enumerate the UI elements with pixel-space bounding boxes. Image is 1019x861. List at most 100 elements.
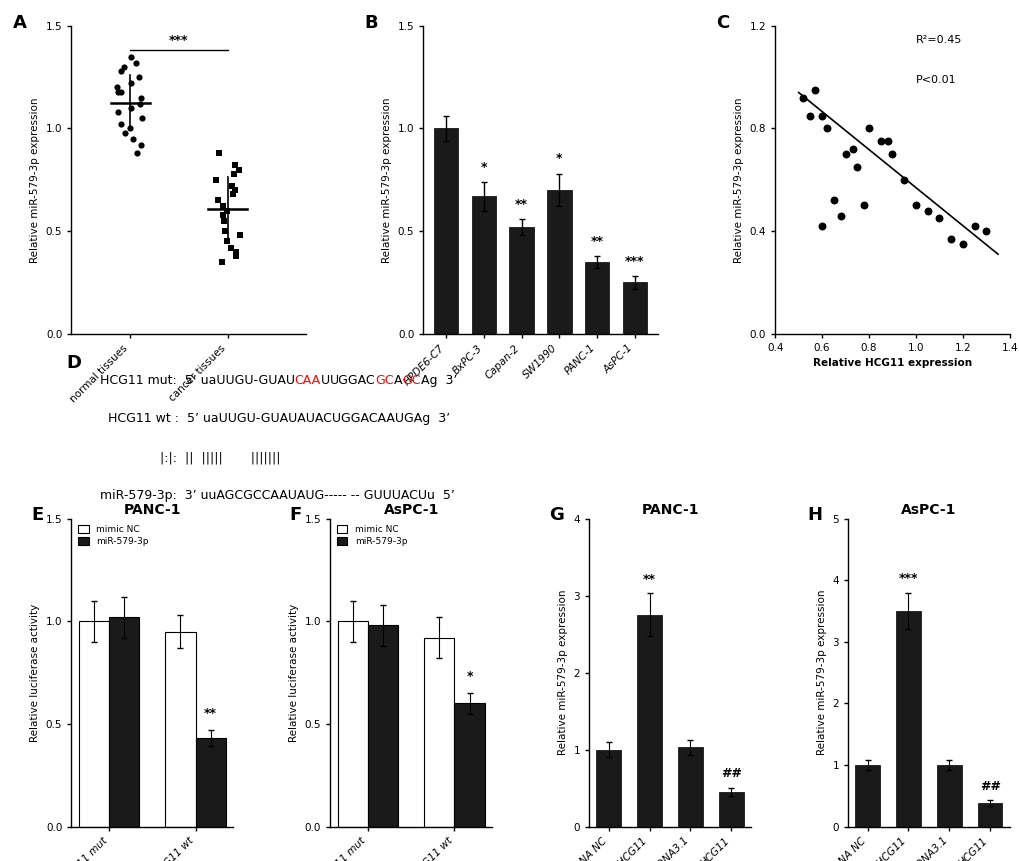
Bar	[584, 262, 609, 334]
Point	[219, 234, 235, 248]
Text: GC: GC	[375, 374, 393, 387]
Point	[109, 84, 125, 98]
Point	[825, 194, 842, 208]
Point	[116, 60, 132, 74]
Text: **: **	[515, 197, 528, 211]
Point	[124, 132, 141, 146]
Point	[123, 50, 140, 64]
Bar	[433, 128, 459, 334]
Text: |:|:  ||  |||||       |||||||: |:|: || ||||| |||||||	[100, 451, 280, 464]
Title: PANC-1: PANC-1	[641, 504, 698, 517]
Point	[806, 84, 822, 97]
Bar	[337, 622, 368, 827]
Point	[977, 224, 994, 238]
Text: **: **	[204, 707, 217, 720]
Point	[116, 126, 132, 139]
Bar	[78, 622, 109, 827]
Bar	[424, 638, 454, 827]
Title: PANC-1: PANC-1	[123, 504, 180, 517]
Bar	[896, 611, 920, 827]
Point	[217, 224, 233, 238]
Text: **: **	[642, 573, 655, 585]
Y-axis label: Relative luciferase activity: Relative luciferase activity	[288, 604, 299, 741]
Point	[919, 204, 935, 218]
Text: miR-579-3p:  3’ uuAGCGCCAAUAUG----- -- GUUUACUu  5’: miR-579-3p: 3’ uuAGCGCCAAUAUG----- -- GU…	[100, 489, 454, 502]
Text: R²=0.45: R²=0.45	[915, 35, 961, 45]
Point	[813, 108, 829, 122]
Bar	[454, 703, 484, 827]
Y-axis label: Relative miR-579-3p expression: Relative miR-579-3p expression	[734, 97, 743, 263]
Bar	[109, 617, 140, 827]
Point	[930, 212, 947, 226]
Point	[127, 56, 144, 70]
Point	[883, 147, 900, 161]
Bar	[471, 196, 496, 334]
Point	[121, 121, 138, 135]
Point	[130, 71, 147, 84]
Text: G: G	[548, 506, 564, 524]
Point	[225, 167, 242, 181]
Point	[133, 111, 150, 125]
Text: ***: ***	[169, 34, 189, 47]
Text: ***: ***	[625, 255, 644, 268]
Point	[113, 64, 129, 77]
Text: C: C	[716, 14, 729, 32]
Text: A: A	[13, 14, 26, 32]
Point	[231, 228, 248, 242]
Text: *: *	[466, 670, 473, 683]
Legend: mimic NC, miR-579-3p: mimic NC, miR-579-3p	[334, 523, 409, 548]
Point	[849, 160, 865, 174]
Point	[837, 147, 853, 161]
Text: **: **	[590, 234, 603, 247]
Point	[224, 179, 240, 193]
Point	[954, 237, 970, 251]
Text: HCG11 wt :  5’ uaUUGU-GUAUAUACUGGACAAUGAg  3’: HCG11 wt : 5’ uaUUGU-GUAUAUACUGGACAAUGAg…	[100, 412, 449, 425]
Point	[813, 219, 829, 232]
Text: *: *	[555, 152, 562, 165]
Bar	[637, 615, 661, 827]
Point	[226, 158, 243, 172]
Point	[218, 204, 234, 218]
Bar	[678, 747, 702, 827]
Text: U: U	[320, 374, 329, 387]
Bar	[196, 738, 225, 827]
Point	[227, 249, 244, 263]
Point	[122, 101, 139, 115]
Point	[112, 117, 128, 131]
Text: B: B	[365, 14, 378, 32]
Point	[795, 90, 811, 104]
Point	[226, 183, 243, 197]
Point	[802, 108, 818, 122]
Point	[943, 232, 959, 245]
Bar	[165, 631, 196, 827]
Point	[109, 81, 125, 95]
Point	[872, 134, 889, 148]
X-axis label: Relative HCG11 expression: Relative HCG11 expression	[812, 358, 971, 369]
Point	[855, 199, 871, 213]
Text: ***: ***	[898, 573, 917, 585]
Point	[832, 209, 848, 223]
Text: UGGAC: UGGAC	[329, 374, 375, 387]
Point	[966, 219, 982, 232]
Bar	[936, 765, 961, 827]
Bar	[977, 803, 1002, 827]
Text: F: F	[289, 506, 302, 524]
Bar	[718, 792, 743, 827]
Bar	[855, 765, 879, 827]
Point	[907, 199, 923, 213]
Text: CAA: CAA	[294, 374, 320, 387]
Bar	[368, 625, 397, 827]
Point	[131, 97, 148, 111]
Text: H: H	[807, 506, 821, 524]
Point	[110, 105, 126, 119]
Text: ##: ##	[978, 780, 1000, 793]
Title: AsPC-1: AsPC-1	[383, 504, 438, 517]
Y-axis label: Relative miR-579-3p expression: Relative miR-579-3p expression	[31, 97, 40, 263]
Point	[132, 90, 149, 104]
Point	[210, 194, 226, 208]
Point	[860, 121, 876, 135]
Text: HCG11 mut:  5’ uaUUGU-GUAU: HCG11 mut: 5’ uaUUGU-GUAU	[100, 374, 294, 387]
Point	[224, 188, 240, 201]
Point	[128, 146, 145, 160]
Text: GC: GC	[403, 374, 421, 387]
